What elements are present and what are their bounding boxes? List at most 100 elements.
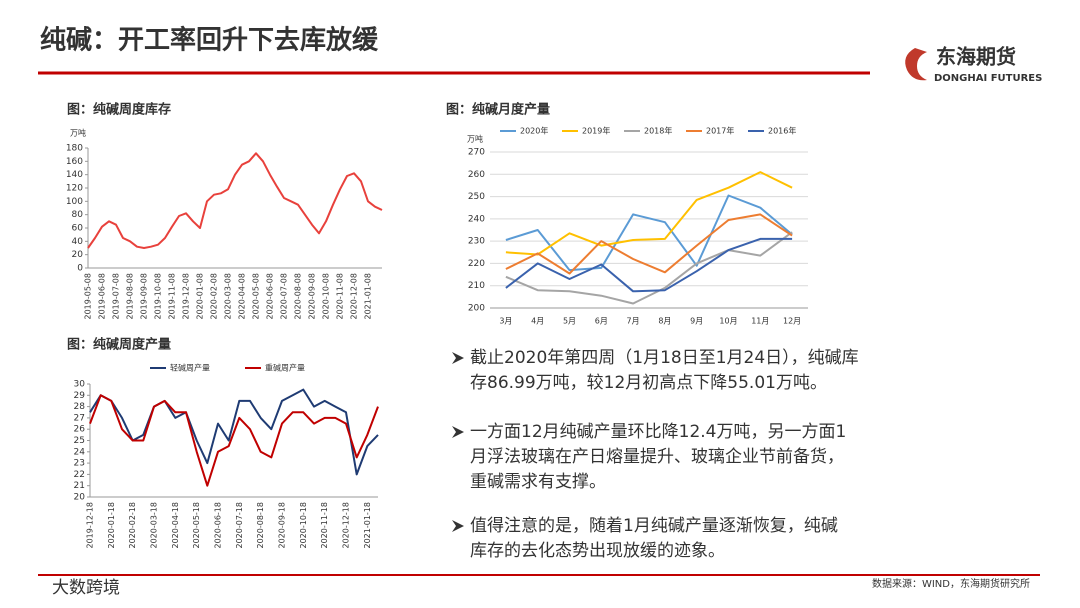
logo: 东海期货 DONGHAI FUTURES: [905, 45, 1042, 84]
x-tick-label: 2020-07-18: [235, 502, 244, 549]
x-tick-label: 3月: [499, 317, 512, 326]
legend-label: 2016年: [768, 126, 796, 136]
x-tick-label: 2020-10-08: [322, 273, 331, 320]
y-tick-label: 160: [66, 157, 83, 167]
x-tick-label: 2020-07-08: [280, 273, 289, 320]
chart-title: 图：纯碱月度产量: [446, 102, 550, 118]
x-tick-label: 6月: [595, 317, 608, 326]
y-tick-label: 260: [468, 170, 485, 180]
bullet-text: 截止2020年第四周（1月18日至1月24日），纯碱库: [470, 348, 859, 368]
series-line: [505, 231, 793, 305]
x-tick-label: 2020-06-08: [266, 273, 275, 320]
series-line: [505, 194, 793, 272]
y-tick-label: 240: [468, 214, 485, 224]
bullet-text: 存86.99万吨，较12月初高点下降55.01万吨。: [470, 373, 827, 393]
x-tick-label: 2019-05-08: [84, 273, 93, 320]
x-tick-label: 2020-12-08: [350, 273, 359, 320]
y-tick-label: 220: [468, 259, 485, 269]
slide-title: 纯碱：开工率回升下去库放缓: [40, 25, 379, 56]
series-line: [87, 152, 383, 249]
x-tick-label: 2020-03-08: [224, 273, 233, 320]
y-tick-label: 40: [72, 237, 84, 247]
y-tick-label: 21: [74, 481, 85, 491]
y-tick-label: 100: [66, 197, 83, 207]
y-axis-unit: 万吨: [467, 134, 483, 144]
x-tick-label: 2019-10-08: [154, 273, 163, 320]
x-tick-label: 2020-08-08: [294, 273, 303, 320]
x-tick-label: 10月: [719, 317, 737, 326]
y-tick-label: 0: [77, 264, 83, 274]
source: 数据来源：WIND，东海期货研究所: [872, 577, 1030, 590]
y-tick-label: 200: [468, 304, 485, 314]
x-tick-label: 7月: [627, 317, 640, 326]
x-tick-label: 2019-11-08: [168, 273, 177, 320]
y-tick-label: 60: [72, 224, 84, 234]
bullets: 截止2020年第四周（1月18日至1月24日），纯碱库存86.99万吨，较12月…: [452, 348, 859, 561]
x-tick-label: 2020-05-18: [192, 502, 201, 549]
x-tick-label: 2020-10-18: [299, 502, 308, 549]
x-tick-label: 2020-01-18: [107, 502, 116, 549]
x-tick-label: 2020-08-18: [256, 502, 265, 549]
y-tick-label: 24: [74, 447, 86, 457]
logo-en: DONGHAI FUTURES: [934, 73, 1042, 84]
x-tick-label: 2021-01-08: [364, 273, 373, 320]
x-tick-label: 2020-06-18: [214, 502, 223, 549]
legend-label: 2018年: [644, 126, 672, 136]
x-tick-label: 2020-02-08: [210, 273, 219, 320]
x-tick-label: 2020-02-18: [128, 502, 137, 549]
y-tick-label: 29: [74, 391, 86, 401]
y-tick-label: 25: [74, 436, 85, 446]
x-tick-label: 11月: [751, 317, 769, 326]
x-tick-label: 2020-04-18: [171, 502, 180, 549]
x-tick-label: 2019-12-18: [86, 502, 95, 549]
y-tick-label: 80: [72, 210, 84, 220]
y-tick-label: 140: [66, 170, 83, 180]
x-tick-label: 2020-05-08: [252, 273, 261, 320]
x-tick-label: 2020-09-18: [278, 502, 287, 549]
x-tick-label: 9月: [690, 317, 703, 326]
series-line: [89, 394, 379, 487]
bullet-text: 值得注意的是，随着1月纯碱产量逐渐恢复，纯碱: [470, 516, 838, 536]
x-tick-label: 2019-06-08: [98, 273, 107, 320]
x-tick-label: 2019-07-08: [112, 273, 121, 320]
logo-icon: [905, 48, 927, 81]
y-tick-label: 210: [468, 281, 485, 291]
bullet-arrow: [452, 426, 464, 438]
x-tick-label: 2020-11-08: [336, 273, 345, 320]
x-tick-label: 2020-01-08: [196, 273, 205, 320]
x-tick-label: 2020-11-18: [320, 502, 329, 549]
bullet-text: 重碱需求有支撑。: [470, 472, 606, 492]
bullet-text: 一方面12月纯碱产量环比降12.4万吨，另一方面1: [470, 422, 846, 442]
y-tick-label: 230: [468, 237, 485, 247]
bullet-arrow: [452, 520, 464, 532]
y-tick-label: 20: [72, 250, 84, 260]
x-tick-label: 12月: [783, 317, 801, 326]
watermark: 大数跨境: [52, 578, 120, 598]
y-tick-label: 270: [468, 148, 485, 158]
x-tick-label: 2020-03-18: [150, 502, 159, 549]
bullet-arrow: [452, 352, 464, 364]
y-tick-label: 23: [74, 459, 85, 469]
x-tick-label: 2019-12-08: [182, 273, 191, 320]
y-tick-label: 30: [74, 380, 86, 390]
legend-label: 2019年: [582, 126, 610, 136]
y-tick-label: 180: [66, 144, 83, 154]
x-tick-label: 2019-09-08: [140, 273, 149, 320]
y-tick-label: 26: [74, 425, 86, 435]
series-line: [505, 213, 793, 275]
bullet-text: 月浮法玻璃在产日熔量提升、玻璃企业节前备货，: [470, 447, 844, 467]
series-line: [89, 388, 379, 476]
y-tick-label: 250: [468, 192, 485, 202]
bullet-text: 库存的去化态势出现放缓的迹象。: [470, 541, 725, 561]
y-tick-label: 20: [74, 493, 86, 503]
x-tick-label: 2020-09-08: [308, 273, 317, 320]
y-tick-label: 120: [66, 184, 83, 194]
chart-title: 图：纯碱周度产量: [67, 337, 171, 353]
legend-label: 轻碱周产量: [170, 363, 210, 373]
y-axis-unit: 万吨: [70, 128, 86, 138]
series-line: [505, 237, 793, 293]
y-tick-label: 28: [74, 402, 86, 412]
y-tick-label: 27: [74, 413, 85, 423]
